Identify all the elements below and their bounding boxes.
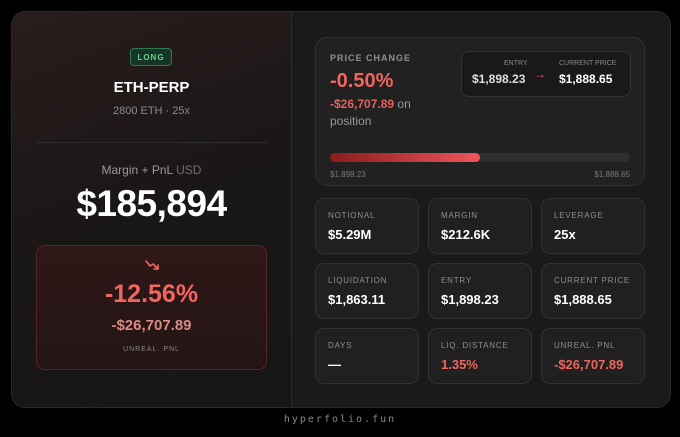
ticker-title: ETH-PERP <box>113 79 190 96</box>
price-progress-fill <box>330 153 480 162</box>
entry-current-box: ENTRY $1,898.23 → CURRENT PRICE $1,888.6… <box>461 51 631 97</box>
margin-unit: USD <box>176 163 202 177</box>
stat-current-price: CURRENT PRICE $1,888.65 <box>541 263 645 319</box>
entry-value: $1,898.23 <box>472 72 526 86</box>
stat-label: UNREAL. PNL <box>554 341 616 350</box>
divider <box>36 142 267 143</box>
unrealized-pnl-card: -12.56% -$26,707.89 UNREAL. PNL <box>36 245 267 370</box>
footer-brand[interactable]: hyperfolio.fun <box>283 414 397 425</box>
price-change-percent: -0.50% <box>330 70 394 92</box>
price-change-amount-value: -$26,707.89 <box>330 97 395 111</box>
pnl-percent: -12.56% <box>104 280 199 308</box>
stat-label: DAYS <box>328 341 353 350</box>
stat-days: DAYS — <box>315 328 419 384</box>
price-change-title: PRICE CHANGE <box>330 53 412 63</box>
side-badge: LONG <box>130 48 172 66</box>
stat-liquidation: LIQUIDATION $1,863.11 <box>315 263 419 319</box>
margin-label: Margin + PnL USD <box>12 163 291 177</box>
margin-label-text: Margin + PnL <box>101 163 173 177</box>
price-progress-track <box>330 153 630 162</box>
details-panel: PRICE CHANGE -0.50% -$26,707.89 on posit… <box>292 12 670 407</box>
trend-down-icon <box>145 260 159 270</box>
stat-label: LIQ. DISTANCE <box>441 341 509 350</box>
price-change-amount: -$26,707.89 on position <box>330 96 440 130</box>
stat-value: $1,863.11 <box>328 292 386 307</box>
stat-leverage: LEVERAGE 25x <box>541 198 645 254</box>
stat-entry: ENTRY $1,898.23 <box>428 263 532 319</box>
stat-label: MARGIN <box>441 211 478 220</box>
progress-min-label: $1,898.23 <box>330 170 366 179</box>
price-change-amount-suffix: on position <box>330 97 411 128</box>
stat-unreal-pnl: UNREAL. PNL -$26,707.89 <box>541 328 645 384</box>
current-price-label: CURRENT PRICE <box>559 60 617 67</box>
entry-label: ENTRY <box>504 60 528 67</box>
pnl-label: UNREAL. PNL <box>123 346 180 353</box>
stat-margin: MARGIN $212.6K <box>428 198 532 254</box>
stat-value: $5.29M <box>328 227 372 242</box>
stat-value: $1,898.23 <box>441 292 499 307</box>
stat-liq-distance: LIQ. DISTANCE 1.35% <box>428 328 532 384</box>
stat-notional: NOTIONAL $5.29M <box>315 198 419 254</box>
stat-label: CURRENT PRICE <box>554 276 631 285</box>
stat-value: $1,888.65 <box>554 292 612 307</box>
stat-value: 1.35% <box>441 357 478 372</box>
margin-value: $185,894 <box>76 183 227 224</box>
stat-label: LEVERAGE <box>554 211 604 220</box>
stat-value: $212.6K <box>441 227 491 242</box>
price-change-card: PRICE CHANGE -0.50% -$26,707.89 on posit… <box>315 37 645 186</box>
position-card: LONG ETH-PERP 2800 ETH · 25x Margin + Pn… <box>11 11 671 408</box>
stat-value: -$26,707.89 <box>554 357 624 372</box>
current-price-value: $1,888.65 <box>559 72 613 86</box>
progress-max-label: $1,888.65 <box>594 170 630 179</box>
stat-value: — <box>328 357 341 372</box>
pnl-amount: -$26,707.89 <box>111 317 192 334</box>
stat-label: ENTRY <box>441 276 472 285</box>
arrow-right-icon: → <box>534 67 546 81</box>
size-leverage-text: 2800 ETH · 25x <box>112 105 191 117</box>
stat-value: 25x <box>554 227 576 242</box>
position-summary-panel: LONG ETH-PERP 2800 ETH · 25x Margin + Pn… <box>12 12 292 407</box>
stat-label: LIQUIDATION <box>328 276 388 285</box>
stat-label: NOTIONAL <box>328 211 376 220</box>
